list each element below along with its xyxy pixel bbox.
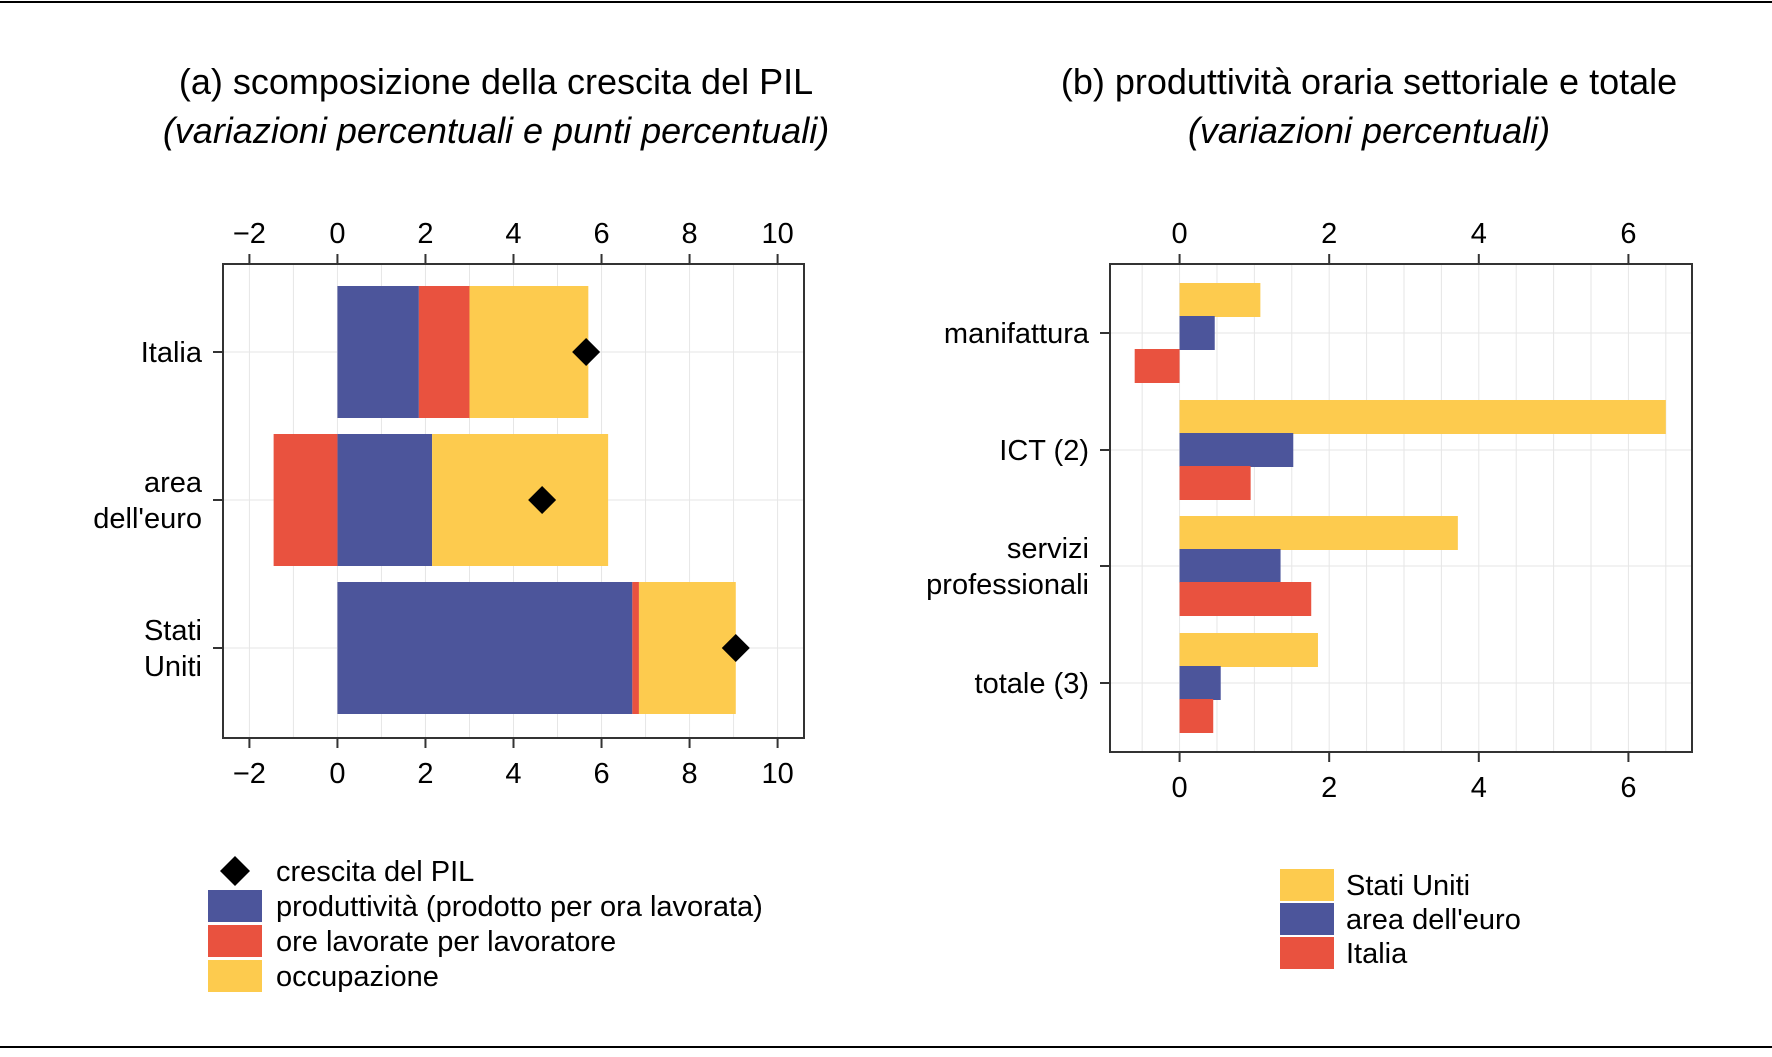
legend-swatch-yellow [208, 960, 262, 992]
panel-a-ticks: −2 −2 0 0 2 2 4 4 6 6 8 8 10 10 [213, 218, 794, 790]
x-tick-label-top: 6 [593, 218, 609, 250]
panel-a-markers [528, 338, 750, 662]
bar-italia-servizi-professionali [1179, 582, 1312, 616]
panel-a: (a) scomposizione della crescita del PIL… [93, 61, 829, 993]
panel-a-subtitle: (variazioni percentuali e punti percentu… [163, 110, 829, 151]
bar-occupazione-italia [469, 286, 589, 418]
x-tick-label-top: 6 [1620, 218, 1636, 250]
panel-b-subtitle: (variazioni percentuali) [1188, 110, 1550, 151]
x-tick-label-bottom: 2 [417, 758, 433, 790]
category-label: ICT (2) [999, 435, 1089, 467]
bottom-rule [0, 1046, 1772, 1048]
bar-stati-uniti-ict-2 [1179, 400, 1666, 434]
x-tick-label-bottom: 0 [329, 758, 345, 790]
legend-label: area dell'euro [1346, 904, 1521, 936]
x-tick-label-top: 10 [761, 218, 793, 250]
category-label: area [144, 467, 203, 499]
bar-area-dell-euro-totale-3 [1179, 666, 1221, 700]
gdp-growth-marker-area-dell-euro [528, 486, 557, 514]
legend-swatch-red [208, 925, 262, 957]
category-label: professionali [926, 569, 1089, 601]
legend-label: occupazione [276, 961, 439, 993]
category-label: Stati [144, 615, 202, 647]
category-label: servizi [1007, 533, 1089, 565]
bar-italia-ict-2 [1179, 466, 1251, 500]
x-tick-label-top: 0 [329, 218, 345, 250]
panel-b-category-labels: manifattura ICT (2) servizi professionali to… [926, 318, 1090, 700]
x-tick-label-bottom: 0 [1172, 772, 1188, 804]
panel-b-ticks: 0 0 2 2 4 4 6 6 [1100, 218, 1636, 804]
bar-italia-totale-3 [1179, 699, 1214, 733]
panel-a-category-labels: Italia area dell'euro Stati Uniti [93, 337, 203, 683]
bar-ore-lavorate-per-lavorat-area-dell-euro [273, 434, 338, 566]
x-tick-label-top: −2 [233, 218, 266, 250]
x-tick-label-top: 0 [1172, 218, 1188, 250]
bar-produttivit-prodotto-per-italia [337, 286, 419, 418]
x-tick-label-bottom: 8 [681, 758, 697, 790]
bar-italia-manifattura [1134, 349, 1180, 383]
legend-label: produttività (prodotto per ora lavorata) [276, 891, 763, 923]
bar-area-dell-euro-ict-2 [1179, 433, 1294, 467]
panel-a-bars [273, 286, 736, 714]
x-tick-label-bottom: 10 [761, 758, 793, 790]
category-label: Uniti [144, 651, 202, 683]
bar-area-dell-euro-servizi-professionali [1179, 549, 1281, 583]
bar-area-dell-euro-manifattura [1179, 316, 1215, 350]
bar-ore-lavorate-per-lavorat-stati-uniti [632, 582, 639, 714]
x-tick-label-bottom: 4 [505, 758, 521, 790]
panel-b-bars [1134, 283, 1666, 733]
legend-swatch-blue [208, 890, 262, 922]
bar-stati-uniti-manifattura [1179, 283, 1261, 317]
x-tick-label-bottom: 2 [1321, 772, 1337, 804]
x-tick-label-top: 2 [417, 218, 433, 250]
bar-occupazione-stati-uniti [638, 582, 736, 714]
bar-stati-uniti-totale-3 [1179, 633, 1318, 667]
x-tick-label-top: 2 [1321, 218, 1337, 250]
legend-label: crescita del PIL [276, 856, 474, 888]
bar-produttivit-prodotto-per-stati-uniti [337, 582, 633, 714]
x-tick-label-bottom: −2 [233, 758, 266, 790]
legend-swatch-red [1280, 937, 1334, 969]
gdp-growth-marker-stati-uniti [721, 634, 750, 662]
legend-swatch-blue [1280, 903, 1334, 935]
x-tick-label-bottom: 6 [593, 758, 609, 790]
top-rule [0, 1, 1772, 3]
bar-produttivit-prodotto-per-area-dell-euro [337, 434, 433, 566]
x-tick-label-bottom: 6 [1620, 772, 1636, 804]
panel-a-title: (a) scomposizione della crescita del PIL [179, 61, 813, 102]
legend-label: ore lavorate per lavoratore [276, 926, 616, 958]
category-label: dell'euro [93, 503, 202, 535]
panel-b-title: (b) produttività oraria settoriale e tot… [1061, 61, 1677, 102]
gdp-growth-marker-italia [572, 338, 601, 366]
panel-b-frame [1109, 263, 1693, 753]
legend-label: Italia [1346, 938, 1408, 970]
x-tick-label-bottom: 4 [1471, 772, 1487, 804]
bar-stati-uniti-servizi-professionali [1179, 516, 1458, 550]
x-tick-label-top: 4 [505, 218, 521, 250]
x-tick-label-top: 4 [1471, 218, 1487, 250]
panel-b: (b) produttività oraria settoriale e tot… [926, 61, 1693, 970]
bar-ore-lavorate-per-lavorat-italia [418, 286, 470, 418]
legend-label: Stati Uniti [1346, 870, 1470, 902]
legend-marker-diamond [220, 856, 250, 886]
bar-occupazione-area-dell-euro [432, 434, 609, 566]
category-label: manifattura [944, 318, 1090, 350]
legend-swatch-yellow [1280, 869, 1334, 901]
category-label: Italia [141, 337, 203, 369]
category-label: totale (3) [975, 668, 1089, 700]
x-tick-label-top: 8 [681, 218, 697, 250]
